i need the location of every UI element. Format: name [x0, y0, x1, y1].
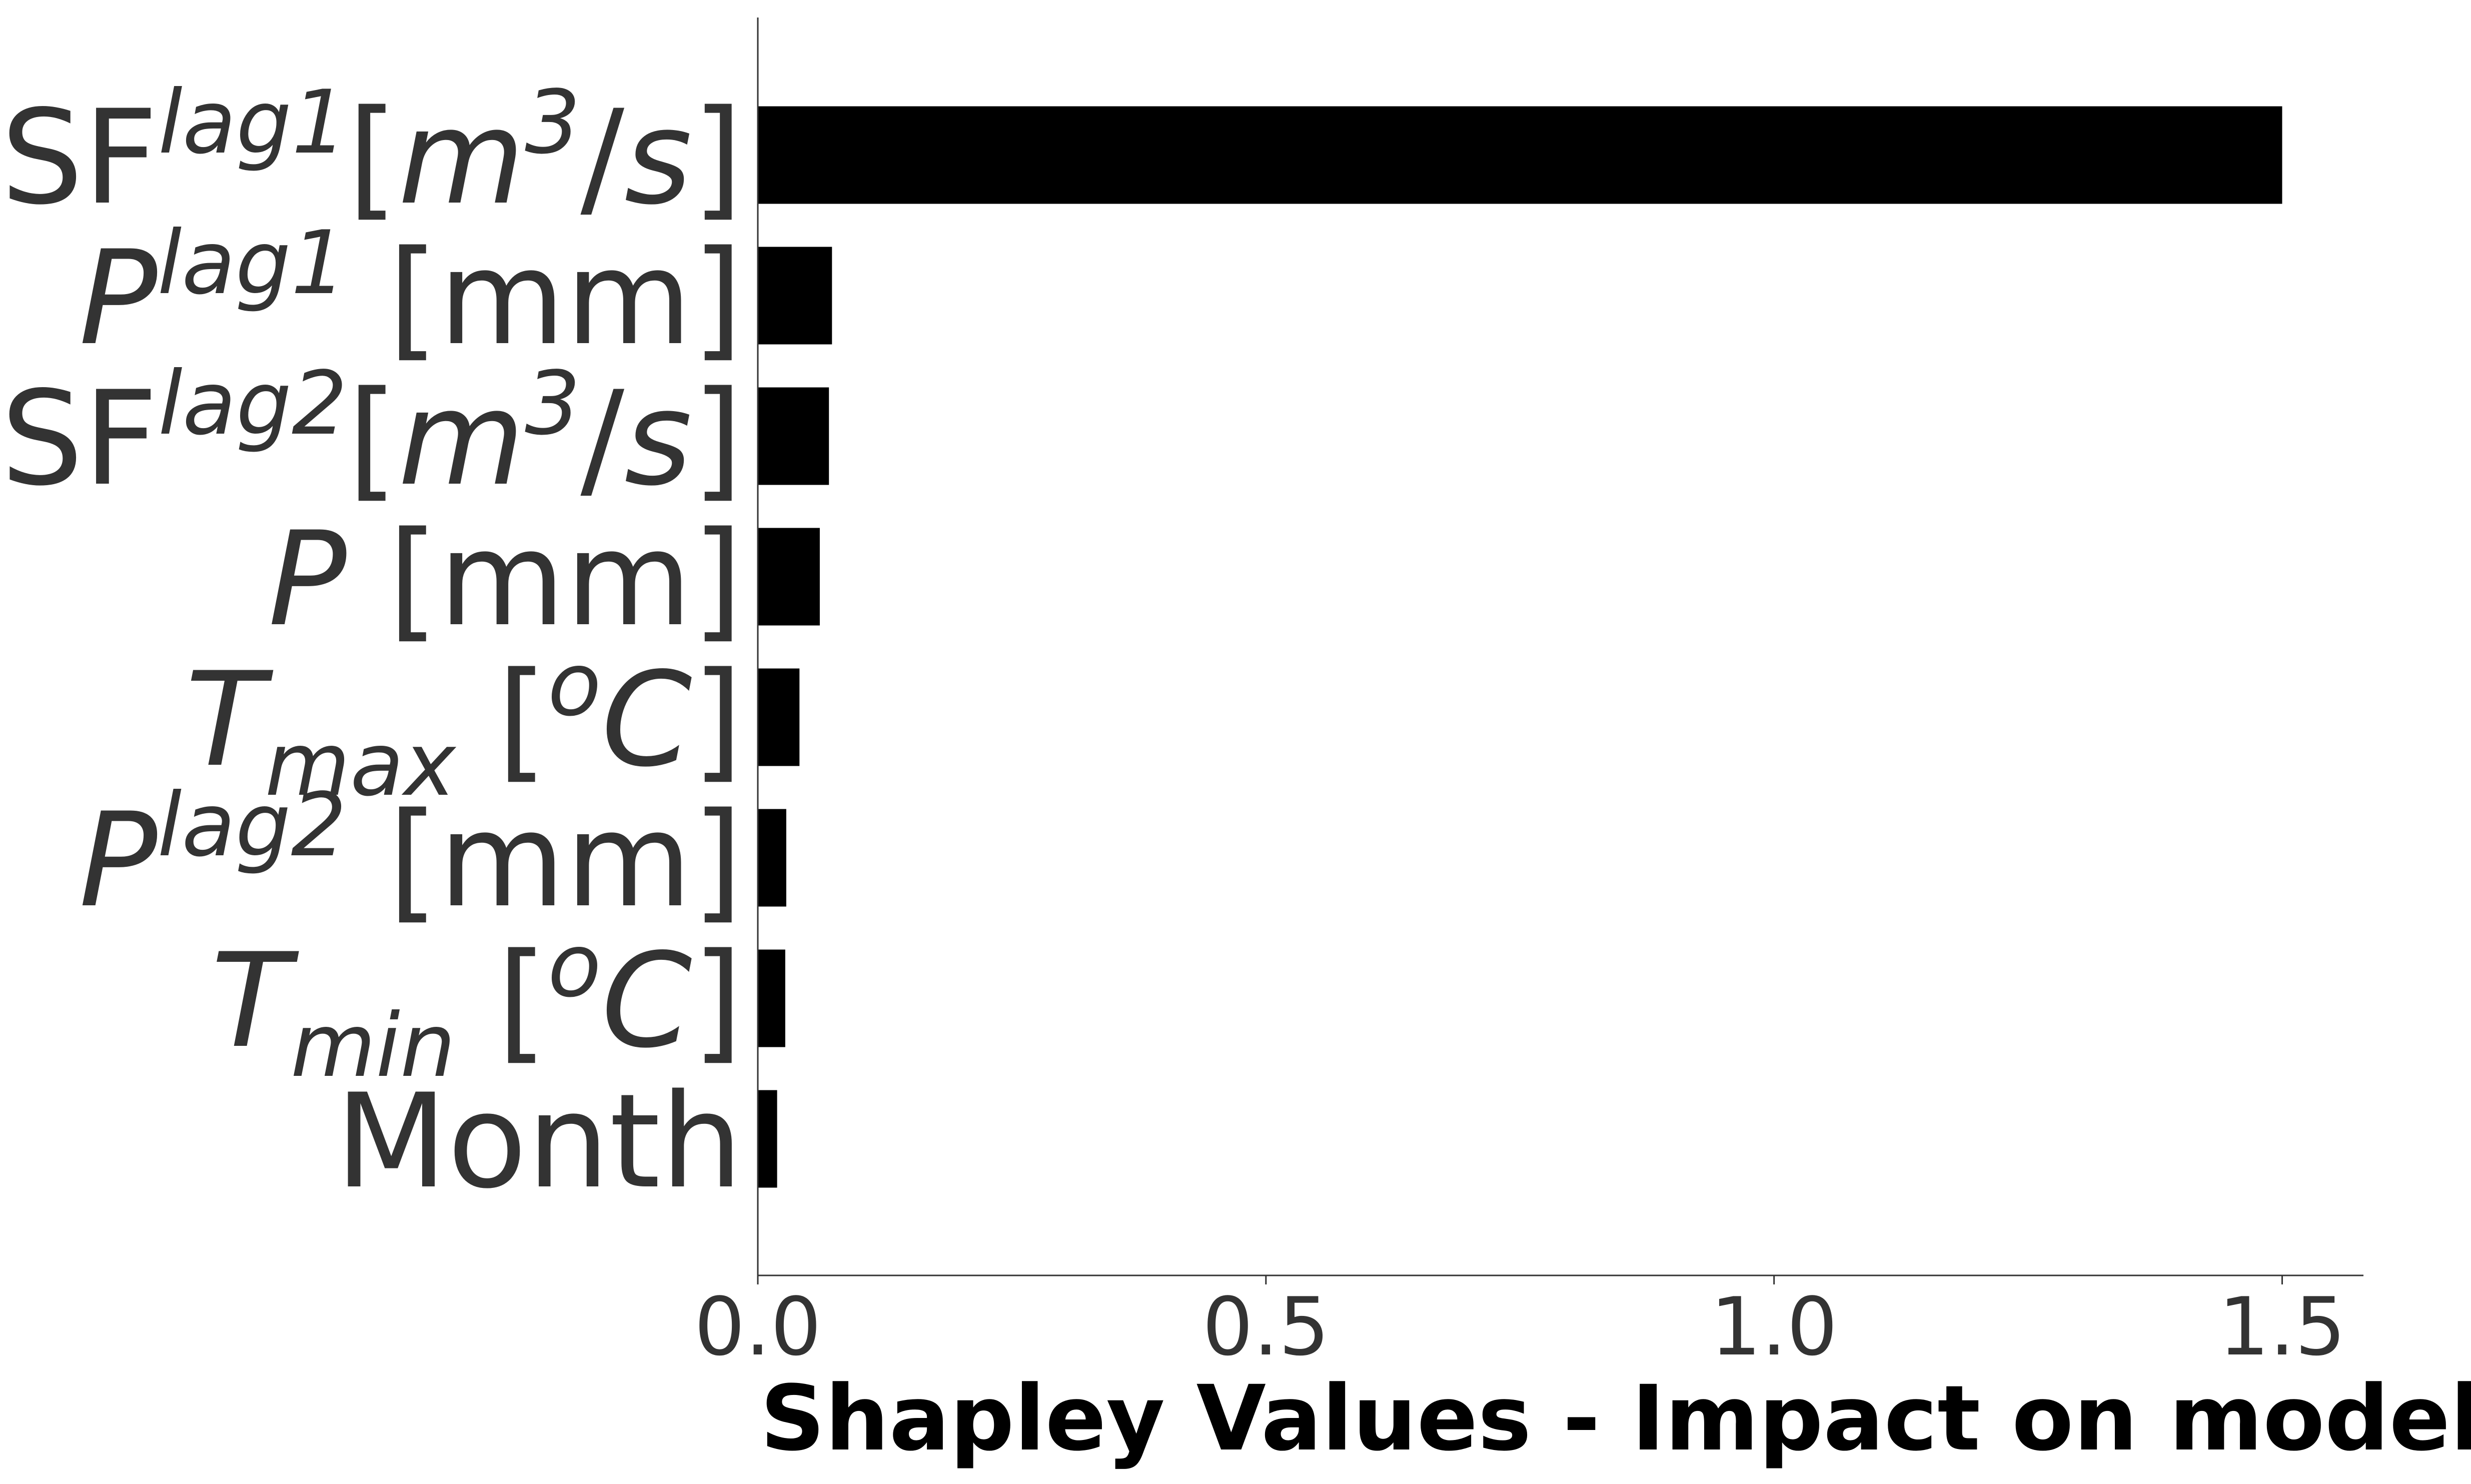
bars-group — [758, 106, 2282, 1188]
bar-0 — [758, 106, 2282, 204]
x-tick-label: 0.0 — [694, 1280, 821, 1373]
y-tick-label: Tmin [oC] — [211, 915, 743, 1097]
y-tick-label: P [mm] — [268, 504, 743, 655]
bar-3 — [758, 528, 820, 626]
y-tick-label: Tmax [oC] — [186, 634, 743, 816]
x-tick-label: 0.5 — [1202, 1280, 1330, 1373]
bar-2 — [758, 387, 829, 485]
y-tick-label: Plag2 [mm] — [79, 775, 743, 936]
x-axis-label: Shapley Values - Impact on model — [760, 1366, 2471, 1471]
x-tick-label: 1.0 — [1710, 1280, 1837, 1373]
x-tick-label: 1.5 — [2218, 1280, 2345, 1373]
y-tick-label: Plag1 [mm] — [79, 213, 743, 374]
bar-1 — [758, 247, 832, 345]
y-tick-label: SFlag2[m3/s] — [1, 353, 743, 515]
y-tick-labels: SFlag1[m3/s]Plag1 [mm]SFlag2[m3/s]P [mm]… — [1, 72, 743, 1217]
bar-4 — [758, 668, 800, 766]
y-tick-label: Month — [335, 1066, 743, 1217]
x-ticks: 0.0 0.5 1.0 1.5 — [694, 1275, 2346, 1373]
y-tick-label: SFlag1[m3/s] — [1, 72, 743, 234]
bar-7 — [758, 1090, 777, 1188]
bar-6 — [758, 949, 785, 1047]
bar-5 — [758, 809, 786, 907]
